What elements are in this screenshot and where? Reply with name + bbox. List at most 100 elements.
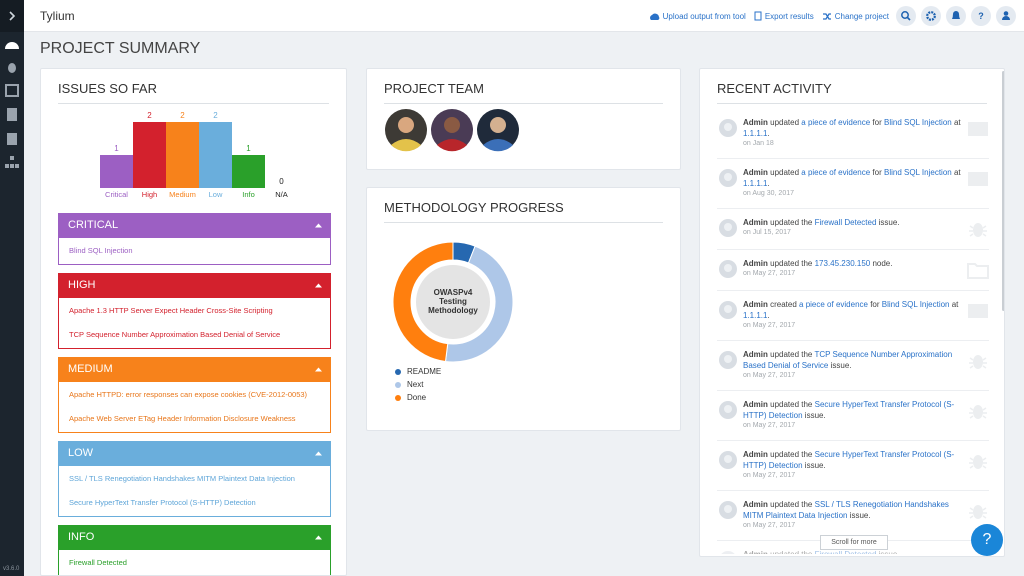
legend-swatch	[395, 395, 401, 401]
activity-link[interactable]: a piece of evidence	[799, 300, 868, 309]
scrollbar[interactable]	[1002, 71, 1004, 311]
topbar-links: Upload output from tool Export results C…	[649, 0, 889, 32]
issue-group: CRITICAL Blind SQL Injection	[58, 213, 331, 265]
activity-text: Admin updated the Secure HyperText Trans…	[737, 449, 967, 481]
activity-date: on Jan 18	[743, 140, 774, 147]
user-button[interactable]	[996, 6, 1016, 26]
activity-actor: Admin	[743, 259, 768, 268]
collapse-caret	[315, 283, 322, 288]
team-avatar[interactable]	[431, 109, 473, 152]
activity-link[interactable]: TCP Sequence Number Approximation Based …	[743, 350, 953, 370]
avatar-head	[724, 355, 732, 363]
board-icon[interactable]	[5, 84, 19, 97]
activity-link[interactable]: 173.45.230.150	[814, 259, 871, 268]
activity-item: Admin updated a piece of evidence for Bl…	[717, 159, 989, 209]
issue-group-body: Blind SQL Injection	[58, 238, 331, 265]
topbar: Tylium Upload output from tool Export re…	[24, 0, 1024, 32]
icon-shape	[973, 355, 983, 369]
issue-link[interactable]: TCP Sequence Number Approximation Based …	[69, 330, 281, 339]
dashboard-icon[interactable]	[5, 42, 19, 49]
activity-text-part: for	[870, 118, 884, 127]
activity-link[interactable]: 1.1.1.1	[743, 311, 768, 320]
issue-group-header[interactable]: LOW	[58, 441, 331, 466]
team-avatar[interactable]	[385, 109, 427, 152]
activity-link[interactable]: Blind SQL Injection	[883, 168, 952, 177]
sidebar: v3.6.0	[0, 0, 24, 576]
issue-group-header[interactable]: INFO	[58, 525, 331, 550]
activity-text-part: at	[949, 300, 959, 309]
icon-shape	[969, 457, 987, 469]
caret	[315, 223, 322, 228]
panel-title: PROJECT TEAM	[384, 81, 663, 104]
activity-text-part: .	[767, 311, 770, 320]
issues-icon[interactable]	[8, 63, 16, 73]
export-link[interactable]: Export results	[754, 11, 814, 21]
issue-link[interactable]: SSL / TLS Renegotiation Handshakes MITM …	[69, 474, 295, 483]
activity-link[interactable]: Blind SQL Injection	[881, 300, 950, 309]
search-button[interactable]	[896, 6, 916, 26]
issue-link[interactable]: Secure HyperText Transfer Protocol (S-HT…	[69, 498, 256, 507]
panel-title: METHODOLOGY PROGRESS	[384, 200, 663, 223]
issue-group-header[interactable]: MEDIUM	[58, 357, 331, 382]
activity-text-part: updated the	[767, 400, 815, 409]
issue-link[interactable]: Blind SQL Injection	[69, 246, 133, 255]
panel-title: RECENT ACTIVITY	[717, 81, 987, 104]
help-button[interactable]: ?	[971, 524, 1003, 556]
activity-text: Admin updated the Firewall Detected issu…	[737, 549, 967, 554]
issue-link[interactable]: Apache Web Server ETag Header Informatio…	[69, 414, 296, 423]
activity-link[interactable]: SSL / TLS Renegotiation Handshakes MITM …	[743, 500, 949, 520]
issue-link[interactable]: Firewall Detected	[69, 558, 127, 567]
trash-icon[interactable]	[7, 133, 17, 145]
sidebar-toggle[interactable]	[0, 0, 24, 32]
activity-date: on May 27, 2017	[743, 422, 796, 429]
icon-shape	[973, 405, 983, 419]
activity-text: Admin updated the Firewall Detected issu…	[737, 217, 967, 238]
issue-group-header[interactable]: HIGH	[58, 273, 331, 298]
activity-text-part: at	[951, 168, 961, 177]
activity-link[interactable]: Secure HyperText Transfer Protocol (S-HT…	[743, 450, 955, 470]
icon-shape	[973, 505, 983, 519]
settings-button[interactable]	[921, 6, 941, 26]
activity-text: Admin updated a piece of evidence for Bl…	[737, 117, 967, 149]
issue-groups: CRITICAL Blind SQL Injection HIGH Apache 1.…	[58, 213, 331, 575]
issue-group-header[interactable]: CRITICAL	[58, 213, 331, 238]
report-icon[interactable]	[7, 108, 17, 121]
user-avatar	[719, 119, 737, 137]
scroll-more-button[interactable]: Scroll for more	[820, 535, 888, 550]
issue-link[interactable]: Apache 1.3 HTTP Server Expect Header Cro…	[69, 306, 273, 315]
issue-link[interactable]: Apache HTTPD: error responses can expose…	[69, 390, 308, 399]
user-avatar	[719, 260, 737, 278]
issue-bar	[100, 155, 133, 188]
activity-type-icon	[969, 355, 987, 369]
user-avatar	[719, 219, 737, 237]
change-project-link[interactable]: Change project	[822, 12, 889, 21]
activity-link[interactable]: a piece of evidence	[801, 168, 871, 177]
activity-link[interactable]: Secure HyperText Transfer Protocol (S-HT…	[743, 400, 955, 420]
activity-link[interactable]: a piece of evidence	[801, 118, 871, 127]
activity-actor: Admin	[743, 118, 768, 127]
collapse-caret	[315, 367, 322, 372]
activity-date: on Jul 15, 2017	[743, 229, 791, 236]
link-text: Change project	[834, 11, 889, 21]
upload-link[interactable]: Upload output from tool	[649, 12, 746, 21]
user-avatar	[719, 501, 737, 519]
activity-actor: Admin	[743, 300, 768, 309]
upload-icon	[649, 13, 659, 20]
activity-text-part: for	[870, 168, 884, 177]
activity-link[interactable]: 1.1.1.1	[743, 129, 768, 138]
activity-link[interactable]: Blind SQL Injection	[883, 118, 952, 127]
help-topbar-button[interactable]: ?	[971, 6, 991, 26]
activity-text-part: updated	[767, 168, 802, 177]
bar-category-label: High	[142, 190, 157, 199]
brand[interactable]: Tylium	[40, 9, 75, 23]
activity-link[interactable]: Firewall Detected	[814, 218, 877, 227]
activity-text-part: issue.	[876, 550, 900, 554]
activity-link[interactable]: Firewall Detected	[815, 550, 877, 554]
notifications-button[interactable]	[946, 6, 966, 26]
team-avatar[interactable]	[477, 109, 519, 152]
avatar-circle	[721, 551, 735, 554]
methodology-icon[interactable]	[5, 156, 19, 168]
activity-link[interactable]: 1.1.1.1	[743, 179, 768, 188]
activity-text: Admin created a piece of evidence for Bl…	[737, 299, 967, 331]
icon-shape	[973, 455, 983, 469]
